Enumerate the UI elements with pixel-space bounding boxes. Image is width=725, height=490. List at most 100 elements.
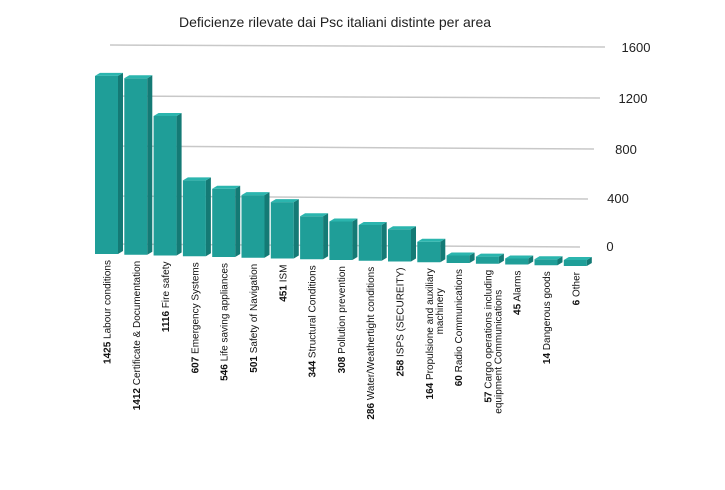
category-value: 451 [278,285,289,302]
bar [212,185,241,257]
category-name: Fire safety [161,262,172,311]
category-name: Life saving appliances [220,263,231,364]
bar-front [153,116,177,256]
bar-top [417,238,446,242]
category-name: Radio Communications [454,269,465,375]
bar-top [358,222,387,225]
y-tick-label: 1200 [619,91,648,106]
category-label: 57 Cargo operations including [483,270,494,403]
category-label: 1425 Labour conditions [103,260,114,364]
category-name: Dangerous goods [542,271,553,353]
category-value: 607 [190,356,201,373]
bar-front [270,202,294,259]
bar-front [329,221,353,260]
category-label: 164 Propulsione and auxiliary [425,268,436,399]
category-name: Structural Conditions [308,265,319,361]
category-value: 1412 [132,388,143,411]
category-name: Cargo operations including [483,270,494,392]
bar-front [417,241,441,263]
bar-side [411,226,416,262]
category-value: 344 [308,360,319,377]
category-value: 1425 [103,341,114,364]
category-label: 6 Other [571,271,582,305]
gridline [109,44,606,48]
category-labels: 1425 Labour conditions 1412 Certificate &… [103,260,583,420]
y-tick-label: 0 [606,239,613,254]
bar [563,257,592,266]
bar [417,238,446,263]
bar-side [293,199,299,259]
bar-side [352,218,358,260]
gridline [105,145,595,150]
category-label: 546 Life saving appliances [220,263,231,381]
bar-front [505,258,529,265]
bar-side [176,113,182,256]
bar-top [124,75,153,79]
category-name: Alarms [513,271,524,304]
y-axis: 1600 1200 800 400 0 [606,40,650,254]
bar-top [505,255,534,259]
category-label: 607 Emergency Systems [190,262,201,373]
category-name: Labour conditions [103,260,114,342]
bar [300,213,329,260]
category-label-line2: equipment Communications [493,290,504,414]
bar-side [205,177,211,257]
bar-side [235,185,241,257]
y-tick-label: 400 [607,191,629,206]
bar [95,72,123,254]
category-name: Certificate & Documentation [132,261,143,388]
bar [505,255,534,265]
chart-title: Deficienze rilevate dai Psc italiani dis… [179,14,491,30]
bar-front [563,260,587,266]
category-value: 501 [249,356,260,373]
gridline [107,95,601,99]
category-name: Propulsione and auxiliary [425,268,436,383]
bar-side [323,213,329,260]
category-label: 14 Dangerous goods [542,271,553,364]
bar-front [95,75,118,254]
category-value: 258 [396,359,407,376]
bar-front [182,180,206,257]
category-name: Emergency Systems [190,262,201,356]
bar-top [270,199,299,203]
category-label: 308 Pollution prevention [337,266,348,373]
bar-front [358,225,382,261]
bar-side [440,238,446,263]
bar-top [182,177,211,181]
category-label: 45 Alarms [513,271,524,315]
category-value: 1116 [161,311,172,333]
category-label-line2: machinery [435,288,446,334]
bar-side [381,222,387,261]
bar-front [534,259,558,266]
category-label: 1412 Certificate & Documentation [132,261,143,411]
bar-top [534,256,563,260]
bar-top [212,185,241,189]
category-label: 60 Radio Communications [454,269,465,386]
category-label: 1116 Fire safety [161,262,172,333]
category-label: 258 ISPS (SECUREITY) [396,268,407,377]
bar-front [446,255,470,263]
bar-front [475,256,499,264]
category-name: Safety of Navigation [249,264,260,356]
category-value: 60 [454,375,465,387]
category-value: 286 [366,403,377,420]
bar-front [300,216,324,260]
bar-front [212,188,236,257]
category-name: Pollution prevention [337,266,348,357]
bar [124,75,153,255]
bar-side [118,72,123,254]
bar-top [446,252,475,256]
category-label: 286 Water/Weathertight conditions [366,267,377,420]
category-value: 45 [513,303,524,315]
bar-front [388,229,411,262]
category-value: 14 [542,353,553,365]
category-name: ISM [278,265,289,286]
bar [388,226,416,262]
bar-side [469,252,475,263]
category-value: 6 [571,299,582,305]
bar [358,222,387,261]
category-label: 451 ISM [278,265,289,302]
bar-top [388,226,416,230]
category-value: 546 [220,364,231,381]
